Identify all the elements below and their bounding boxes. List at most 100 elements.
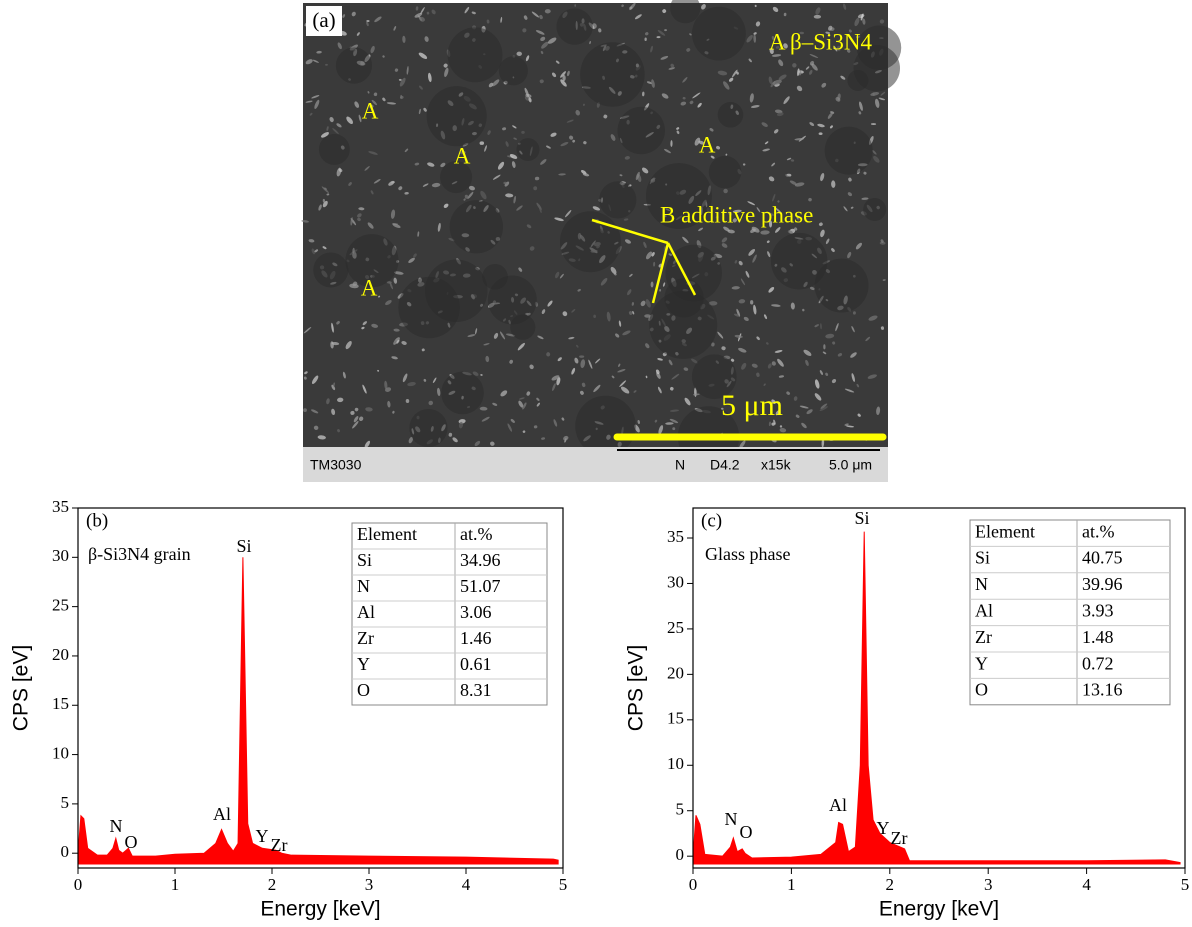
speckle <box>560 79 567 87</box>
legend-a: A β–Si3N4 <box>769 29 873 54</box>
speckle <box>848 29 852 33</box>
speckle <box>767 363 772 369</box>
speckle <box>796 85 803 92</box>
speckle <box>664 148 671 154</box>
dark-grain <box>575 395 636 457</box>
table-cell: Y <box>357 654 370 674</box>
speckle <box>828 25 833 31</box>
speckle <box>387 400 391 408</box>
spectrum-area <box>692 531 1181 865</box>
speckle <box>546 352 551 357</box>
speckle <box>353 416 359 423</box>
speckle <box>730 358 735 362</box>
speckle <box>773 419 776 425</box>
speckle <box>772 79 782 86</box>
speckle <box>540 36 546 42</box>
table-cell: 34.96 <box>460 550 501 570</box>
speckle <box>505 333 516 337</box>
x-tick-label: 2 <box>268 875 277 894</box>
speckle <box>574 4 577 7</box>
speckle <box>778 74 787 81</box>
table-cell: at.% <box>460 524 492 544</box>
speckle <box>709 128 714 132</box>
speckle <box>357 213 362 218</box>
speckle <box>676 130 680 135</box>
speckle <box>772 193 776 202</box>
speckle <box>848 177 852 182</box>
speckle <box>746 34 753 43</box>
speckle <box>536 397 540 401</box>
speckle <box>644 37 647 42</box>
speckle <box>393 271 404 275</box>
speckle <box>317 435 326 440</box>
speckle <box>493 332 499 339</box>
table-cell: 0.61 <box>460 654 492 674</box>
speckle <box>805 359 809 366</box>
peak-label: Y <box>256 826 269 846</box>
speckle <box>592 206 601 211</box>
speckle <box>618 363 621 367</box>
speckle <box>817 123 825 128</box>
speckle <box>745 270 750 278</box>
speckle <box>818 132 823 136</box>
speckle <box>370 45 375 54</box>
speckle <box>779 427 787 433</box>
speckle <box>766 240 770 243</box>
speckle <box>547 37 557 44</box>
speckle <box>443 63 448 68</box>
speckle <box>809 69 813 75</box>
table-frame <box>969 519 1171 706</box>
speckle <box>393 277 398 284</box>
speckle <box>580 359 586 369</box>
speckle <box>819 406 828 412</box>
speckle <box>303 376 307 380</box>
speckle <box>776 112 784 117</box>
spectrum-area <box>77 557 559 865</box>
speckle <box>556 377 561 386</box>
speckle <box>366 21 369 27</box>
speckle <box>562 74 566 82</box>
speckle <box>432 377 437 384</box>
speckle <box>790 302 795 310</box>
speckle <box>322 246 327 250</box>
speckle <box>367 222 374 229</box>
speckle <box>598 28 602 33</box>
phase-label: A <box>361 275 378 300</box>
speckle <box>792 63 797 68</box>
speckle <box>629 273 633 277</box>
speckle <box>497 161 505 170</box>
speckle <box>767 212 775 216</box>
speckle <box>775 207 782 214</box>
speckle <box>615 333 620 338</box>
speckle <box>399 77 406 87</box>
speckle <box>575 109 581 116</box>
speckle <box>437 222 441 232</box>
speckle <box>467 334 476 337</box>
table-cell: at.% <box>1082 521 1114 541</box>
table-cell: 3.06 <box>460 602 492 622</box>
speckle <box>350 217 353 226</box>
speckle <box>541 437 546 440</box>
dark-grain <box>691 354 737 400</box>
dark-grain <box>559 211 621 273</box>
speckle <box>870 123 877 125</box>
dark-grain <box>599 181 637 219</box>
table-cell: N <box>357 576 370 596</box>
pointer-lines <box>591 218 697 304</box>
footer-text: TM3030 <box>310 457 362 473</box>
speckle <box>560 71 566 78</box>
speckle <box>689 33 692 36</box>
footer-text: N <box>675 457 685 473</box>
speckle <box>346 116 353 124</box>
dark-grain <box>498 56 528 86</box>
speckle <box>311 248 316 255</box>
speckle <box>739 440 746 449</box>
x-tick-label: 1 <box>171 875 180 894</box>
speckle <box>419 16 425 22</box>
speckle <box>738 347 747 353</box>
peak-label: N <box>110 816 123 836</box>
speckle <box>769 220 773 228</box>
speckle <box>431 9 436 15</box>
speckle <box>367 91 370 94</box>
speckle <box>464 6 470 14</box>
